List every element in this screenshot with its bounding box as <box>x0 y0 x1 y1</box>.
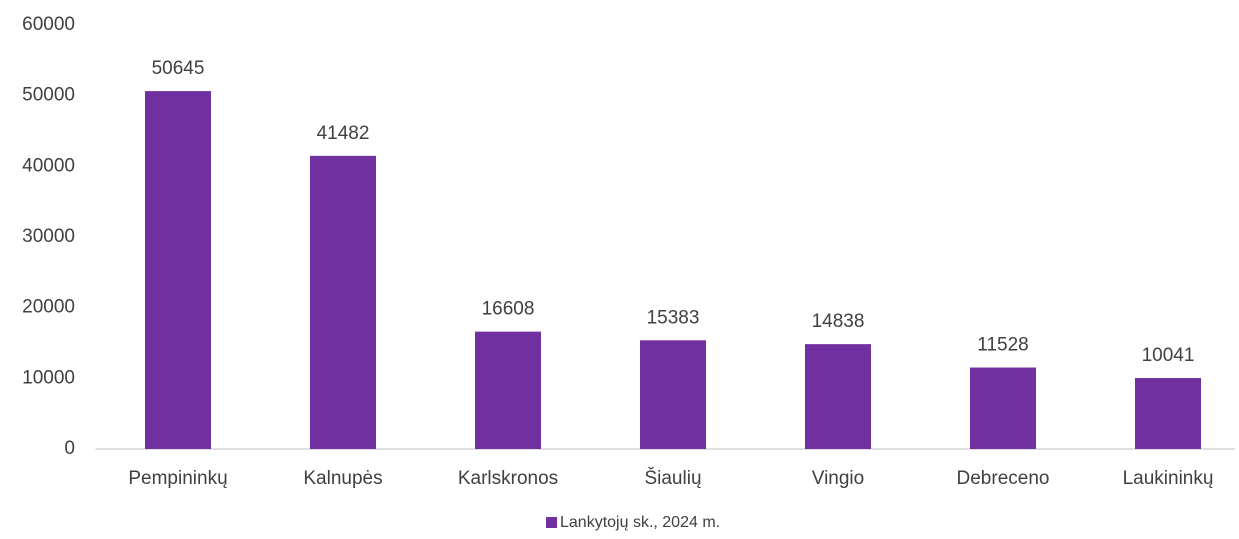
y-tick-label: 50000 <box>22 85 75 106</box>
data-label: 41482 <box>317 123 370 144</box>
y-tick-label: 60000 <box>22 14 75 35</box>
legend-label: Lankytojų sk., 2024 m. <box>560 514 720 531</box>
data-label: 50645 <box>152 58 205 79</box>
y-tick-label: 20000 <box>22 297 75 318</box>
x-tick-label: Laukininkų <box>1123 468 1214 489</box>
bar <box>1135 378 1201 449</box>
data-label: 14838 <box>812 311 865 332</box>
x-tick-label: Karlskronos <box>458 468 558 489</box>
y-tick-label: 0 <box>64 438 75 459</box>
x-tick-label: Kalnupės <box>303 468 382 489</box>
bar <box>640 340 706 449</box>
bar <box>475 331 541 449</box>
x-tick-label: Debreceno <box>957 468 1050 489</box>
legend-swatch <box>546 517 557 528</box>
data-label: 10041 <box>1142 345 1195 366</box>
x-tick-label: Pempininkų <box>128 468 227 489</box>
y-tick-label: 30000 <box>22 226 75 247</box>
data-label: 15383 <box>647 307 700 328</box>
y-tick-label: 40000 <box>22 155 75 176</box>
bar <box>970 367 1036 449</box>
y-tick-label: 10000 <box>22 367 75 388</box>
data-label: 11528 <box>977 335 1028 356</box>
x-tick-label: Vingio <box>812 468 864 489</box>
data-label: 16608 <box>482 299 535 320</box>
bar <box>805 344 871 449</box>
bar <box>310 155 376 449</box>
x-tick-label: Šiaulių <box>644 467 701 489</box>
bar <box>145 91 211 449</box>
